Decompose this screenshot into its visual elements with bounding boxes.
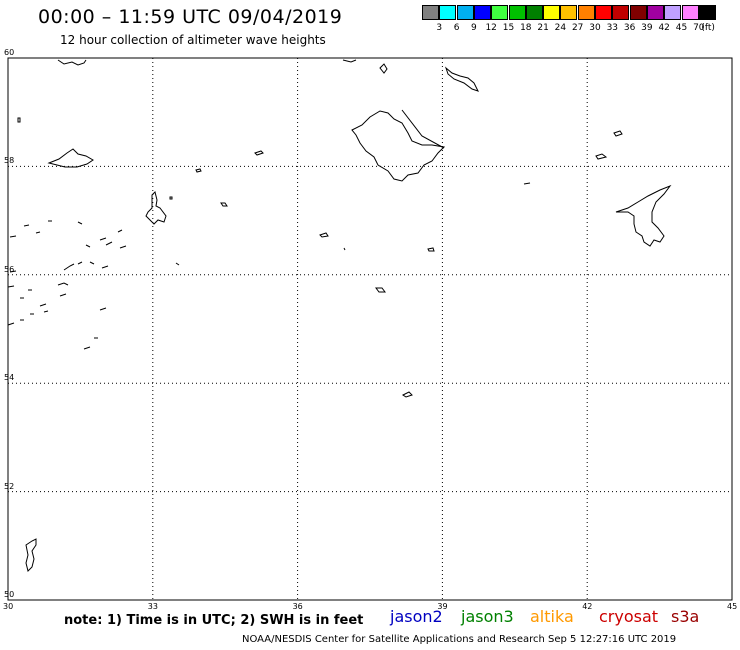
lake-outline	[342, 59, 357, 63]
satellite-label-s3a: s3a	[671, 607, 700, 626]
legend-swatch	[422, 5, 439, 20]
lat-tick-label: 52	[4, 481, 15, 491]
legend-label: 18	[520, 23, 532, 33]
lake-outline	[175, 262, 180, 266]
legend-label: 70	[693, 23, 705, 33]
lon-tick-label: 42	[582, 602, 593, 611]
map-subtitle: 12 hour collection of altimeter wave hei…	[60, 33, 326, 47]
wave-height-legend: 3 6 9 12 15 18 21 24 27 30 33 36 39 42 45 70 (ft)	[422, 5, 727, 39]
map-title: 00:00 – 11:59 UTC 09/04/2019	[38, 6, 343, 28]
legend-swatch	[664, 5, 682, 20]
legend-label: 30	[589, 23, 601, 33]
lake-outline	[613, 130, 623, 137]
legend-swatch	[629, 5, 647, 20]
lake-outline	[7, 220, 127, 350]
legend-label: 3	[436, 23, 443, 33]
legend-label: 42	[658, 23, 670, 33]
lat-tick-label: 54	[4, 373, 15, 383]
lake-outline	[379, 63, 388, 74]
legend-swatch	[577, 5, 595, 20]
legend-label: 9	[471, 23, 477, 33]
map-grid	[8, 58, 732, 600]
legend-label: 39	[641, 23, 653, 33]
lake-outline	[47, 148, 94, 168]
legend-swatch	[456, 5, 474, 20]
lake-outline	[444, 66, 479, 92]
lake-outline	[145, 191, 167, 225]
legend-label: 45	[675, 23, 688, 33]
satellite-label-jason3: jason3	[461, 607, 514, 626]
lake-outline	[195, 168, 202, 173]
legend-swatch	[525, 5, 543, 20]
legend-label: 6	[453, 23, 460, 33]
legend-swatch	[595, 5, 612, 20]
lake-outline	[375, 287, 386, 293]
lake-outline	[169, 196, 173, 200]
legend-swatch	[612, 5, 630, 20]
map-frame	[7, 57, 733, 601]
lake-outline	[57, 59, 87, 66]
legend-swatch	[646, 5, 664, 20]
lon-tick-label: 33	[147, 602, 158, 611]
legend-label: 33	[606, 23, 619, 33]
coastlines	[7, 59, 672, 572]
legend-unit: (ft)	[701, 23, 715, 33]
legend-swatch	[681, 5, 699, 20]
lake-outline	[220, 202, 228, 207]
lake-outline	[25, 538, 37, 572]
lake-outline	[343, 247, 346, 251]
satellite-label-cryosat: cryosat	[599, 607, 659, 626]
lon-tick-label: 39	[437, 602, 448, 611]
satellite-label-jason2: jason2	[390, 607, 443, 626]
legend-swatch	[439, 5, 457, 20]
lake-outline	[254, 150, 264, 156]
lake-outline	[351, 110, 446, 182]
lake-outline	[427, 247, 435, 252]
legend-swatch	[508, 5, 526, 20]
lat-tick-label: 50	[4, 590, 15, 599]
legend-label: 24	[554, 23, 567, 33]
legend-swatch	[543, 5, 561, 20]
lake-outline	[17, 117, 21, 123]
lat-tick-label: 58	[4, 156, 15, 166]
legend-label: 15	[502, 23, 515, 33]
legend-swatch	[560, 5, 578, 20]
legend-label: 36	[623, 23, 636, 33]
lake-outline	[523, 182, 531, 185]
legend-label: 12	[485, 23, 497, 33]
note-text: note: 1) Time is in UTC; 2) SWH is in fe…	[64, 613, 364, 628]
legend-label: 27	[571, 23, 584, 33]
footer-credit: NOAA/NESDIS Center for Satellite Applica…	[242, 634, 677, 645]
legend-swatch	[473, 5, 491, 20]
lake-outline	[319, 232, 329, 238]
lake-outline	[595, 153, 608, 160]
legend-swatch	[698, 5, 716, 20]
lake-outline	[615, 184, 672, 247]
lon-tick-label: 36	[292, 602, 303, 611]
lon-tick-label: 30	[3, 602, 14, 611]
lake-outline	[401, 109, 445, 149]
legend-swatch	[491, 5, 509, 20]
lon-tick-label: 45	[727, 602, 738, 611]
lake-outline	[402, 391, 413, 398]
lat-tick-label: 56	[4, 264, 15, 274]
lat-tick-label: 60	[4, 48, 15, 57]
legend-label: 21	[537, 23, 549, 33]
satellite-label-altika: altika	[530, 607, 574, 626]
